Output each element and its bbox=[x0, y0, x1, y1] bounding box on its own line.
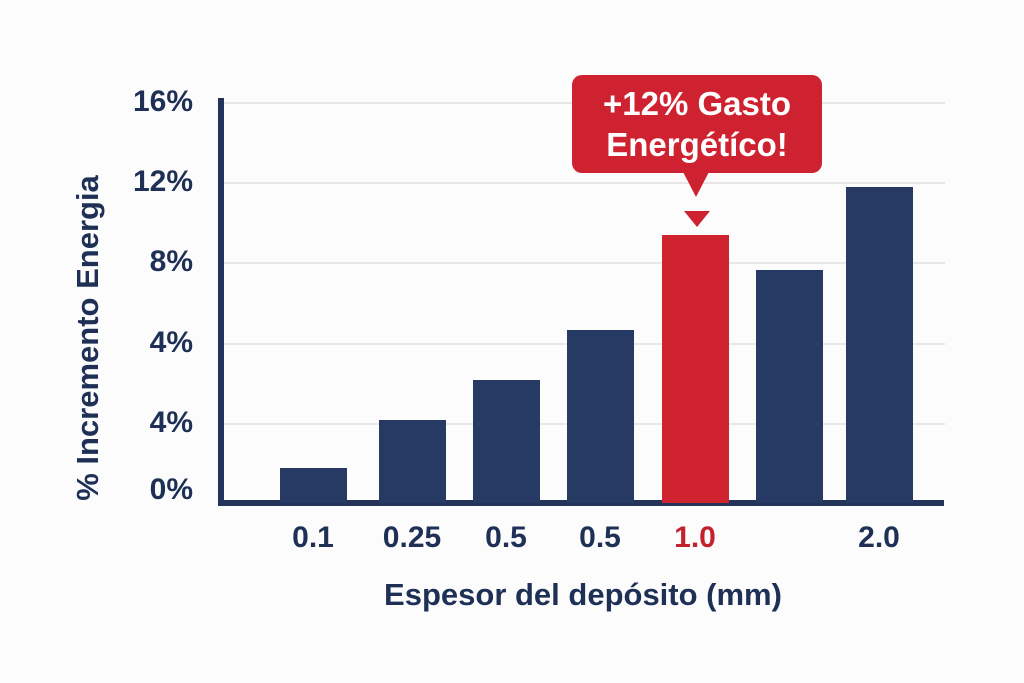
x-tick-label: 2.0 bbox=[858, 521, 900, 554]
callout-tail bbox=[682, 170, 710, 197]
bar-highlighted bbox=[661, 235, 729, 503]
bar bbox=[755, 270, 823, 503]
bar bbox=[279, 468, 347, 503]
y-tick-label: 12% bbox=[132, 165, 193, 198]
x-tick-label: 0.5 bbox=[485, 521, 527, 554]
y-tick-label: 16% bbox=[132, 85, 193, 118]
bar bbox=[845, 187, 913, 503]
bar bbox=[378, 420, 446, 503]
y-axis-line bbox=[218, 98, 224, 506]
y-tick-label: 8% bbox=[149, 245, 193, 278]
y-tick-label: 4% bbox=[149, 326, 193, 359]
y-tick-label: 0% bbox=[149, 473, 193, 506]
x-tick-label: 0.1 bbox=[292, 521, 334, 554]
x-axis-title: Espesor del depósito (mm) bbox=[384, 577, 782, 612]
x-tick-label: 0.5 bbox=[579, 521, 621, 554]
y-axis-title: % Incremento Energia bbox=[70, 175, 105, 501]
callout-arrow-icon bbox=[684, 211, 710, 227]
x-axis-line bbox=[218, 500, 944, 506]
x-tick-label: 1.0 bbox=[674, 521, 716, 554]
bar bbox=[472, 380, 540, 503]
callout-line1: +12% Gasto bbox=[602, 85, 791, 122]
callout-bubble: +12% Gasto Energétíco! bbox=[572, 75, 822, 173]
callout-line2: Energétíco! bbox=[606, 126, 788, 163]
y-tick-label: 4% bbox=[149, 406, 193, 439]
gridline bbox=[220, 182, 945, 184]
bar bbox=[566, 330, 634, 503]
gridline bbox=[220, 262, 945, 264]
x-tick-label: 0.25 bbox=[382, 521, 442, 554]
